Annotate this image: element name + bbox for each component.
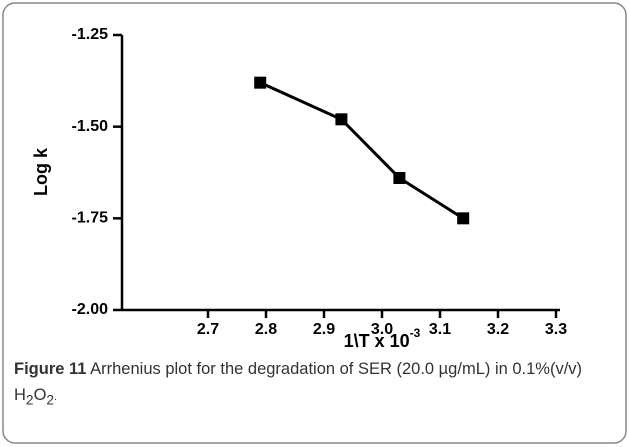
marker	[393, 172, 406, 184]
caption-end: .	[54, 392, 57, 403]
caption-label: Figure 11	[14, 360, 87, 378]
marker	[335, 113, 348, 126]
y-tick-label: -1.75	[72, 210, 109, 227]
caption-text: O	[33, 386, 47, 404]
x-tick-label: 2.8	[255, 321, 277, 338]
caption-text: Arrhenius plot for the degradation of SE…	[14, 360, 583, 404]
x-tick-label: 3.2	[487, 321, 509, 338]
line	[259, 81, 465, 220]
caption-sub: 2	[46, 392, 55, 408]
x-axis-label-main: 1\T x 10	[344, 331, 410, 351]
caption: Figure 11 Arrhenius plot for the degrada…	[14, 356, 614, 413]
marker	[254, 76, 267, 89]
y-tick-label: -1.50	[72, 118, 109, 135]
x-tick-label: 3.3	[545, 321, 567, 338]
caption-sub: 2	[25, 392, 34, 408]
y-tick-label: -1.25	[72, 26, 109, 43]
x-axis-label-sup: -3	[410, 326, 421, 340]
x-tick-label: 3.0	[371, 321, 393, 338]
x-tick-label: 2.7	[197, 321, 219, 338]
x-axis-label: 1\T x 10-3	[344, 326, 421, 351]
x-tick-label: 3.1	[429, 321, 451, 338]
y-axis-label: Log k	[31, 147, 51, 196]
x-tick-label: 2.9	[313, 321, 335, 338]
y-tick-label: -2.00	[72, 301, 109, 318]
marker	[457, 212, 470, 225]
